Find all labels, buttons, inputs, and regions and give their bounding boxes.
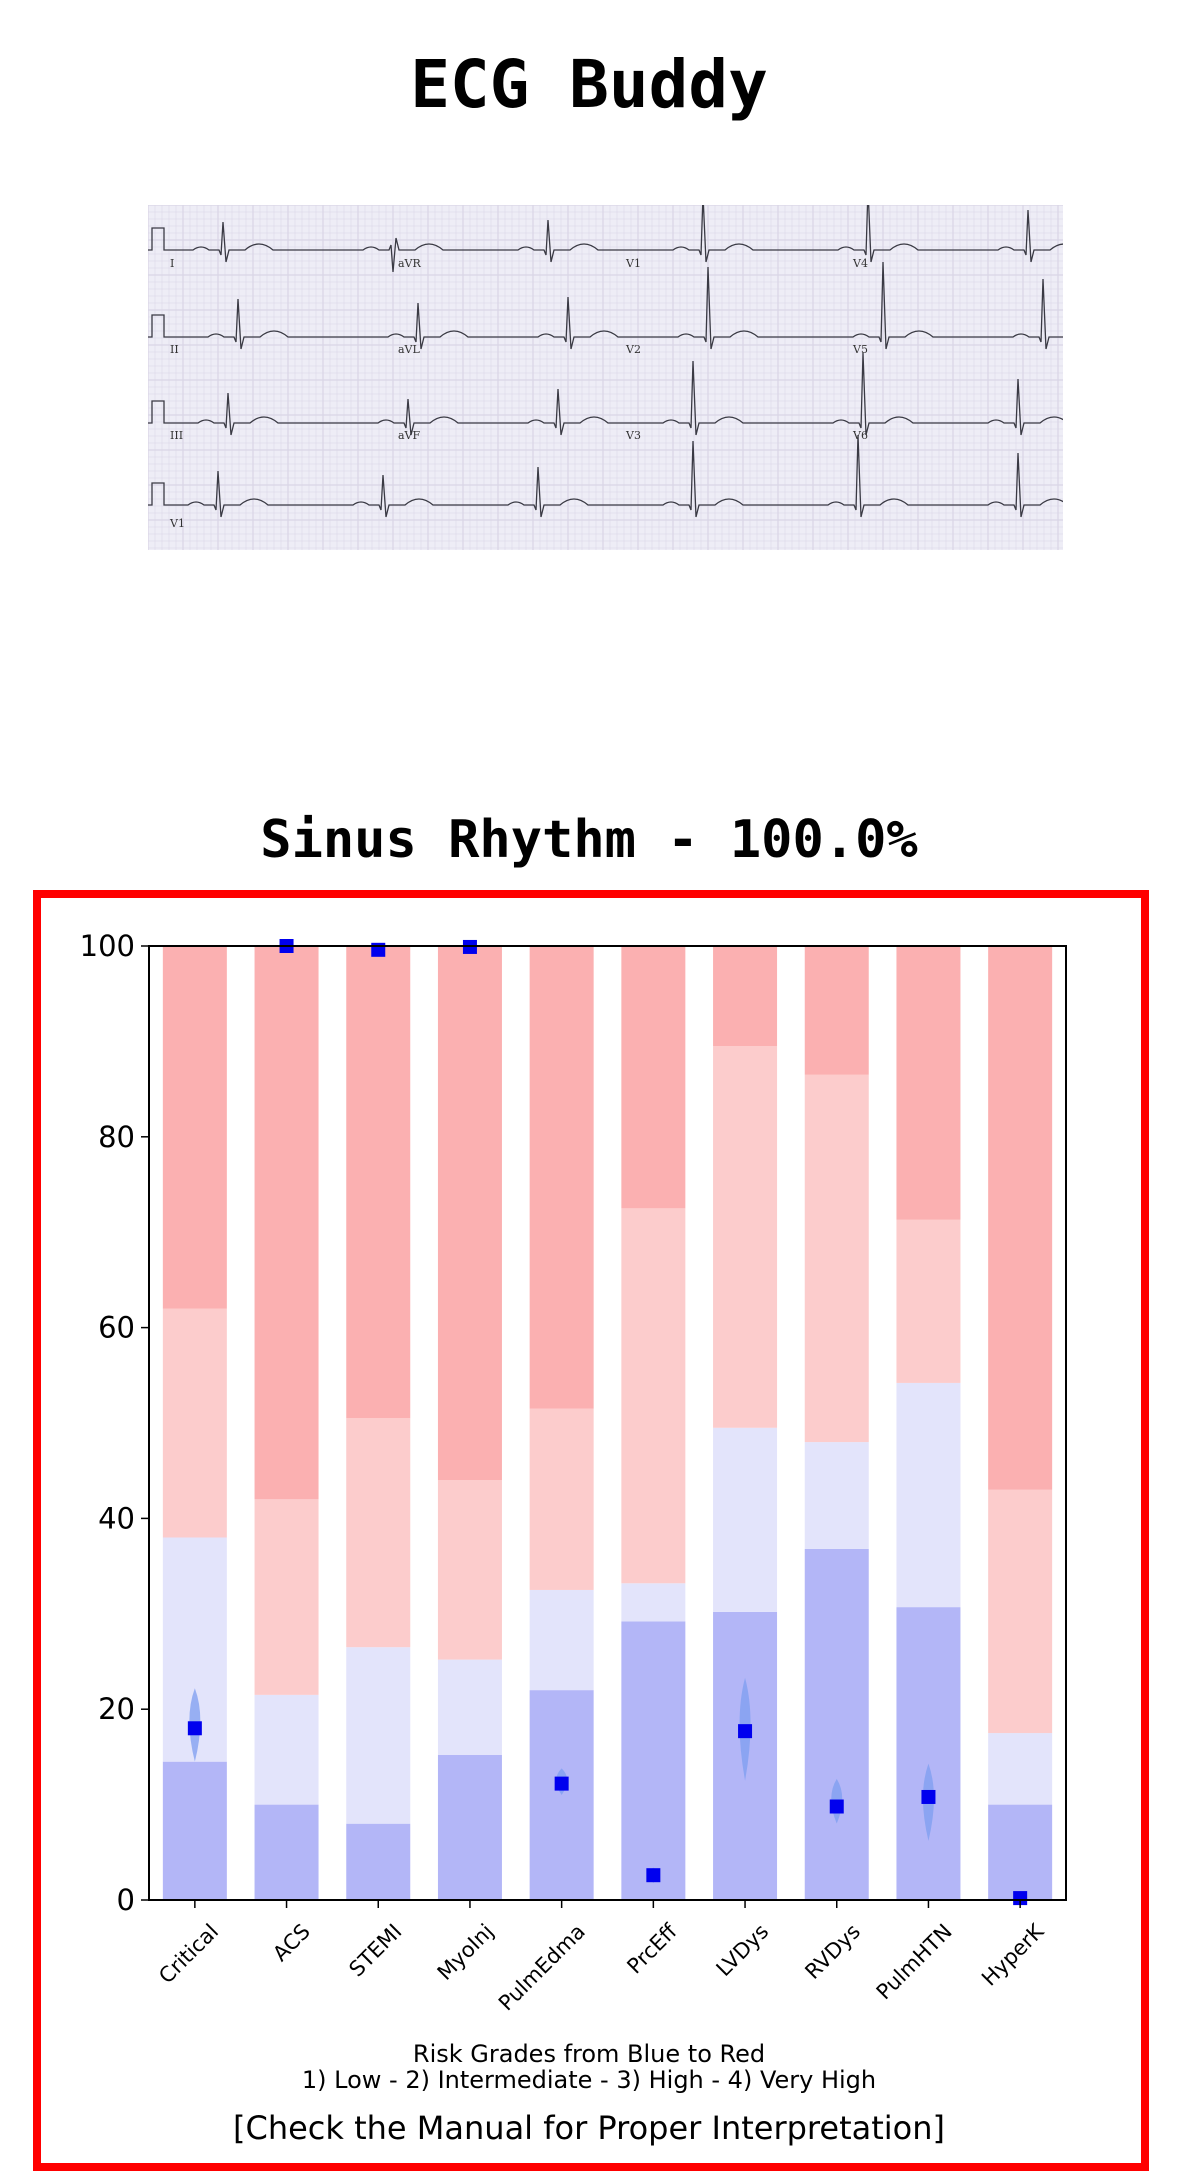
ecg-lead-row <box>148 352 1070 436</box>
category-label-lvdys: LVDys <box>712 1919 774 1981</box>
estimate-point-hyperk <box>1013 1891 1028 1906</box>
y-tick-label: 40 <box>98 1501 135 1535</box>
ecg-lead-label: V4 <box>852 257 868 270</box>
estimate-point-critical <box>187 1721 202 1736</box>
ecg-grid <box>147 204 1063 550</box>
bar-pulmedma-grade-2 <box>529 1589 594 1691</box>
bar-critical-grade-1 <box>162 1761 227 1900</box>
category-label-hyperk: HyperK <box>977 1918 1049 1990</box>
bar-hyperk-grade-4 <box>988 946 1053 1490</box>
bar-pulmhtn-grade-3 <box>896 1219 961 1383</box>
bar-myoinj-grade-2 <box>437 1659 502 1755</box>
bar-stemi-grade-1 <box>346 1823 411 1900</box>
bar-hyperk-grade-1 <box>988 1804 1053 1900</box>
ecg-lead-label: II <box>170 343 179 356</box>
bar-pulmhtn-grade-4 <box>896 946 961 1220</box>
ecg-lead-label: I <box>170 257 174 270</box>
y-tick-label: 80 <box>98 1120 135 1154</box>
category-label-myoinj: MyoInj <box>433 1919 499 1985</box>
ecg-lead-label: V5 <box>852 343 868 356</box>
ecg-lead-label: V1 <box>625 257 641 270</box>
bar-pulmedma-grade-3 <box>529 1408 594 1590</box>
ecg-lead-label: aVR <box>398 257 422 270</box>
bar-pulmhtn-grade-2 <box>896 1382 961 1608</box>
bar-acs-grade-4 <box>254 946 319 1500</box>
bar-lvdys-grade-2 <box>713 1427 778 1612</box>
app-title: ECG Buddy <box>410 46 768 123</box>
bar-lvdys-grade-3 <box>713 1046 778 1428</box>
bar-lvdys-grade-4 <box>713 946 778 1047</box>
bar-prceff-grade-2 <box>621 1583 686 1622</box>
bar-pulmedma-grade-4 <box>529 946 594 1409</box>
rhythm-result-title: Sinus Rhythm - 100.0% <box>260 810 918 870</box>
bar-stemi-grade-3 <box>346 1418 411 1648</box>
category-label-pulmhtn: PulmHTN <box>872 1919 957 2004</box>
bar-critical-grade-4 <box>162 946 227 1309</box>
ecg-lead-label: aVL <box>398 343 421 356</box>
ecg-lead-label: III <box>170 429 183 442</box>
ecg-lead-label: V3 <box>625 429 641 442</box>
bar-rvdys-grade-4 <box>804 946 869 1075</box>
category-label-acs: ACS <box>268 1919 315 1966</box>
legend-title: Risk Grades from Blue to Red <box>412 2040 766 2068</box>
y-tick-label: 60 <box>98 1311 135 1345</box>
bar-prceff-grade-4 <box>621 946 686 1209</box>
bar-myoinj-grade-3 <box>437 1480 502 1660</box>
bar-critical-grade-3 <box>162 1308 227 1538</box>
category-label-stemi: STEMI <box>344 1919 406 1981</box>
bar-acs-grade-3 <box>254 1499 319 1695</box>
bar-acs-grade-2 <box>254 1694 319 1805</box>
bar-hyperk-grade-3 <box>988 1489 1053 1734</box>
ecg-lead-row <box>148 261 1095 350</box>
category-label-pulmedma: PulmEdma <box>494 1919 590 2015</box>
estimate-point-stemi <box>371 942 386 957</box>
bar-pulmhtn-grade-1 <box>896 1607 961 1900</box>
y-tick-label: 20 <box>98 1692 135 1726</box>
bar-rvdys-grade-1 <box>804 1548 869 1900</box>
bar-prceff-grade-3 <box>621 1208 686 1584</box>
bar-acs-grade-1 <box>254 1804 319 1900</box>
ecg-lead-label: aVF <box>398 429 421 442</box>
estimate-point-lvdys <box>738 1724 753 1739</box>
ecg-lead-label: V6 <box>852 429 868 442</box>
estimate-point-rvdys <box>829 1799 844 1814</box>
category-label-prceff: PrcEff <box>622 1919 682 1979</box>
category-label-rvdys: RVDys <box>800 1919 865 1984</box>
plot-frame <box>148 945 1067 1901</box>
bar-myoinj-grade-1 <box>437 1754 502 1900</box>
ecg-paper <box>148 205 1063 550</box>
ecg-lead-label: V1 <box>169 517 185 530</box>
bar-rvdys-grade-3 <box>804 1074 869 1443</box>
manual-note: [Check the Manual for Proper Interpretat… <box>233 2109 945 2147</box>
bar-myoinj-grade-4 <box>437 946 502 1481</box>
bar-stemi-grade-2 <box>346 1647 411 1824</box>
bar-prceff-grade-1 <box>621 1621 686 1900</box>
y-tick-label: 100 <box>80 929 135 963</box>
ecg-lead-row <box>148 187 1080 273</box>
bar-stemi-grade-4 <box>346 946 411 1419</box>
legend-grades: 1) Low - 2) Intermediate - 3) High - 4) … <box>301 2066 877 2094</box>
bar-hyperk-grade-2 <box>988 1733 1053 1805</box>
estimate-point-pulmedma <box>554 1776 569 1791</box>
estimate-point-prceff <box>646 1868 661 1883</box>
category-label-critical: Critical <box>154 1919 223 1988</box>
y-tick-label: 0 <box>117 1883 135 1917</box>
bar-rvdys-grade-2 <box>804 1442 869 1549</box>
ecg-lead-row <box>148 434 1070 518</box>
estimate-point-pulmhtn <box>921 1789 936 1804</box>
ecg-lead-label: V2 <box>625 343 641 356</box>
